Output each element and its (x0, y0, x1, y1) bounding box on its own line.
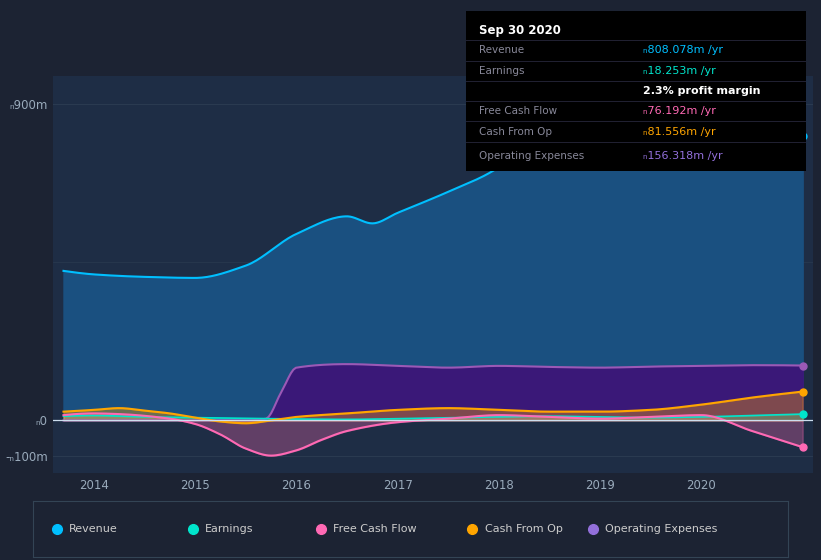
Text: ₙ156.318m /yr: ₙ156.318m /yr (643, 151, 722, 161)
Text: ₙ18.253m /yr: ₙ18.253m /yr (643, 66, 715, 76)
Text: Free Cash Flow: Free Cash Flow (333, 524, 417, 534)
Text: Sep 30 2020: Sep 30 2020 (479, 24, 561, 37)
Text: 2.3% profit margin: 2.3% profit margin (643, 86, 760, 96)
Text: Free Cash Flow: Free Cash Flow (479, 106, 557, 116)
Text: ₙ76.192m /yr: ₙ76.192m /yr (643, 106, 716, 116)
Text: ₙ81.556m /yr: ₙ81.556m /yr (643, 127, 715, 137)
Text: Revenue: Revenue (69, 524, 118, 534)
Text: Cash From Op: Cash From Op (479, 127, 553, 137)
Text: Earnings: Earnings (479, 66, 525, 76)
Text: ₙ808.078m /yr: ₙ808.078m /yr (643, 45, 722, 55)
Text: Operating Expenses: Operating Expenses (479, 151, 585, 161)
Text: Earnings: Earnings (205, 524, 254, 534)
Text: Operating Expenses: Operating Expenses (605, 524, 718, 534)
Text: Cash From Op: Cash From Op (484, 524, 562, 534)
Text: Revenue: Revenue (479, 45, 525, 55)
